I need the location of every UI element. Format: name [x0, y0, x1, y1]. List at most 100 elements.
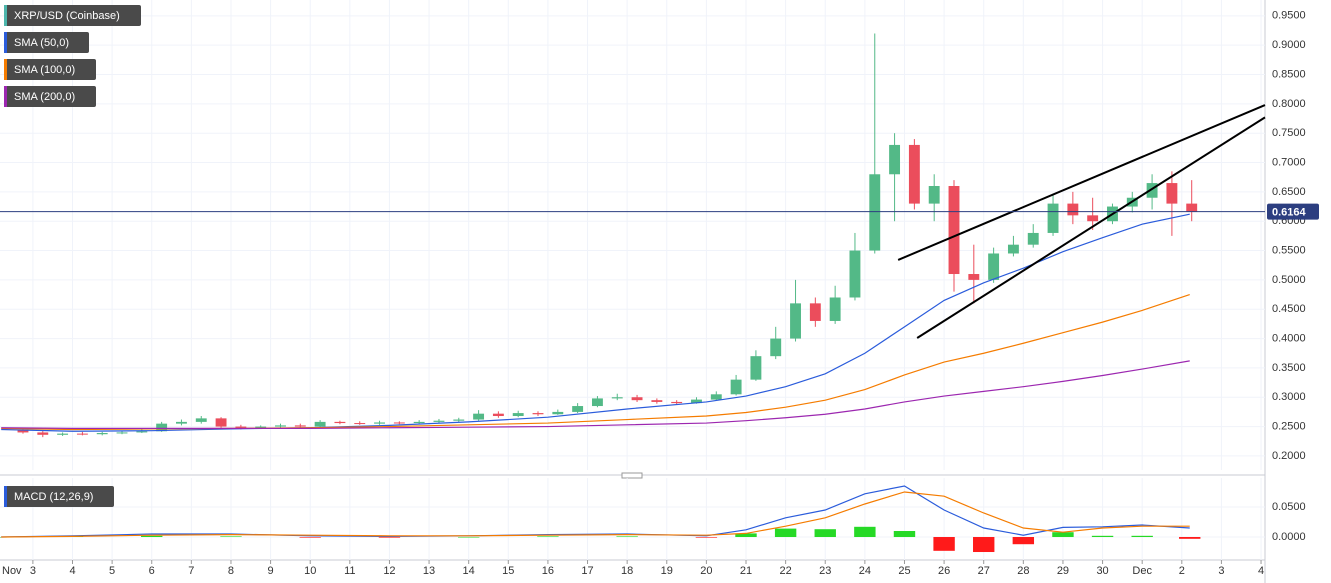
candle-body [1087, 215, 1099, 222]
histogram-bar [378, 537, 401, 538]
candle-body [988, 253, 1000, 280]
y-tick-label: 0.5000 [1272, 274, 1306, 286]
candle-body [1047, 203, 1059, 233]
histogram-bar [457, 537, 480, 538]
y-tick-label: 0.4500 [1272, 303, 1306, 315]
legend-box [4, 32, 89, 53]
legend-label: MACD (12,26,9) [14, 491, 93, 503]
x-tick-label: 27 [978, 565, 990, 577]
x-tick-label: 26 [938, 565, 950, 577]
x-tick-label: 28 [1017, 565, 1029, 577]
macd-line [1, 491, 1190, 538]
candle-body [96, 433, 108, 435]
x-tick-label: 19 [661, 565, 673, 577]
histogram-bar [735, 533, 757, 538]
candle-body [889, 144, 901, 175]
last-price-label: 0.6164 [1272, 206, 1307, 218]
y-tick-label: 0.5500 [1272, 244, 1306, 256]
candle-body [314, 421, 326, 427]
histogram-bar [299, 537, 321, 538]
y-tick-label: 0.9000 [1272, 39, 1306, 51]
candle-body [809, 303, 821, 321]
legend-label: SMA (200,0) [14, 91, 75, 103]
sma-line [1, 360, 1190, 429]
histogram-bar [141, 535, 163, 538]
panel-handle[interactable] [621, 472, 643, 479]
x-tick-label: Dec [1132, 565, 1152, 577]
last-price-box [1267, 203, 1319, 220]
histogram-bar [893, 531, 916, 538]
candle-body [750, 356, 762, 380]
candle-body [136, 431, 148, 433]
legend-swatch [4, 32, 7, 53]
x-tick-label: 25 [898, 565, 910, 577]
y-tick-label: 0.3500 [1272, 362, 1306, 374]
candle-body [591, 398, 603, 407]
y-tick-label: 0.3000 [1272, 391, 1306, 403]
candle-body [532, 413, 544, 415]
histogram-bar [220, 536, 242, 538]
y-tick-label: 0.0500 [1272, 501, 1306, 513]
legend-box [4, 59, 96, 80]
x-tick-label: 13 [423, 565, 435, 577]
candle-body [770, 338, 782, 357]
candle-body [176, 421, 187, 424]
x-tick-label: 4 [69, 565, 75, 577]
candle-body [869, 174, 881, 251]
histogram-bar [695, 537, 718, 538]
x-tick-label: 14 [463, 565, 475, 577]
x-tick-label: 4 [1258, 565, 1264, 577]
candle-body [1166, 183, 1178, 204]
y-tick-label: 0.0000 [1272, 531, 1306, 543]
candle-body [552, 411, 564, 415]
histogram-bar [933, 537, 955, 551]
candle-body [572, 406, 584, 412]
candle-body [829, 297, 841, 321]
candle-body [453, 419, 465, 421]
x-tick-label: 30 [1096, 565, 1108, 577]
histogram-bar [537, 536, 559, 538]
trendline [897, 104, 1266, 261]
y-tick-label: 0.7500 [1272, 127, 1306, 139]
x-tick-label: 3 [30, 565, 36, 577]
candle-body [948, 186, 960, 275]
histogram-bar [1012, 537, 1035, 545]
candle-body [354, 423, 366, 425]
x-tick-label: 8 [228, 565, 234, 577]
legend-swatch [4, 86, 7, 107]
trendline [916, 116, 1266, 339]
candle-body [334, 421, 346, 424]
histogram-bar [1131, 535, 1153, 538]
x-tick-label: 3 [1218, 565, 1224, 577]
legend-label: SMA (50,0) [14, 37, 69, 49]
y-tick-label: 0.9500 [1272, 10, 1306, 22]
x-tick-label: 12 [383, 565, 395, 577]
candle-body [512, 413, 524, 417]
candle-body [908, 144, 920, 204]
candle-body [374, 422, 385, 424]
x-tick-label: 29 [1057, 565, 1069, 577]
candle-body [928, 186, 940, 204]
x-tick-label: 10 [304, 565, 316, 577]
candle-body [215, 418, 227, 427]
candle-body [492, 413, 504, 417]
x-tick-label: 7 [188, 565, 194, 577]
candle-body [790, 303, 801, 339]
candle-body [1007, 244, 1019, 254]
histogram-bar [774, 528, 797, 538]
legend-box [4, 486, 114, 507]
candle-body [849, 250, 861, 298]
candle-body [116, 432, 128, 434]
candle-body [37, 432, 49, 435]
candle-body [1186, 203, 1198, 212]
histogram-bar [616, 536, 638, 538]
candle-body [17, 429, 29, 433]
candle-body [671, 401, 683, 404]
y-tick-label: 0.2500 [1272, 420, 1306, 432]
candle-body [393, 422, 405, 424]
x-tick-label: 2 [1179, 565, 1185, 577]
x-tick-label: 23 [819, 565, 831, 577]
legend-box [4, 86, 96, 107]
legend-label: XRP/USD (Coinbase) [14, 10, 120, 22]
